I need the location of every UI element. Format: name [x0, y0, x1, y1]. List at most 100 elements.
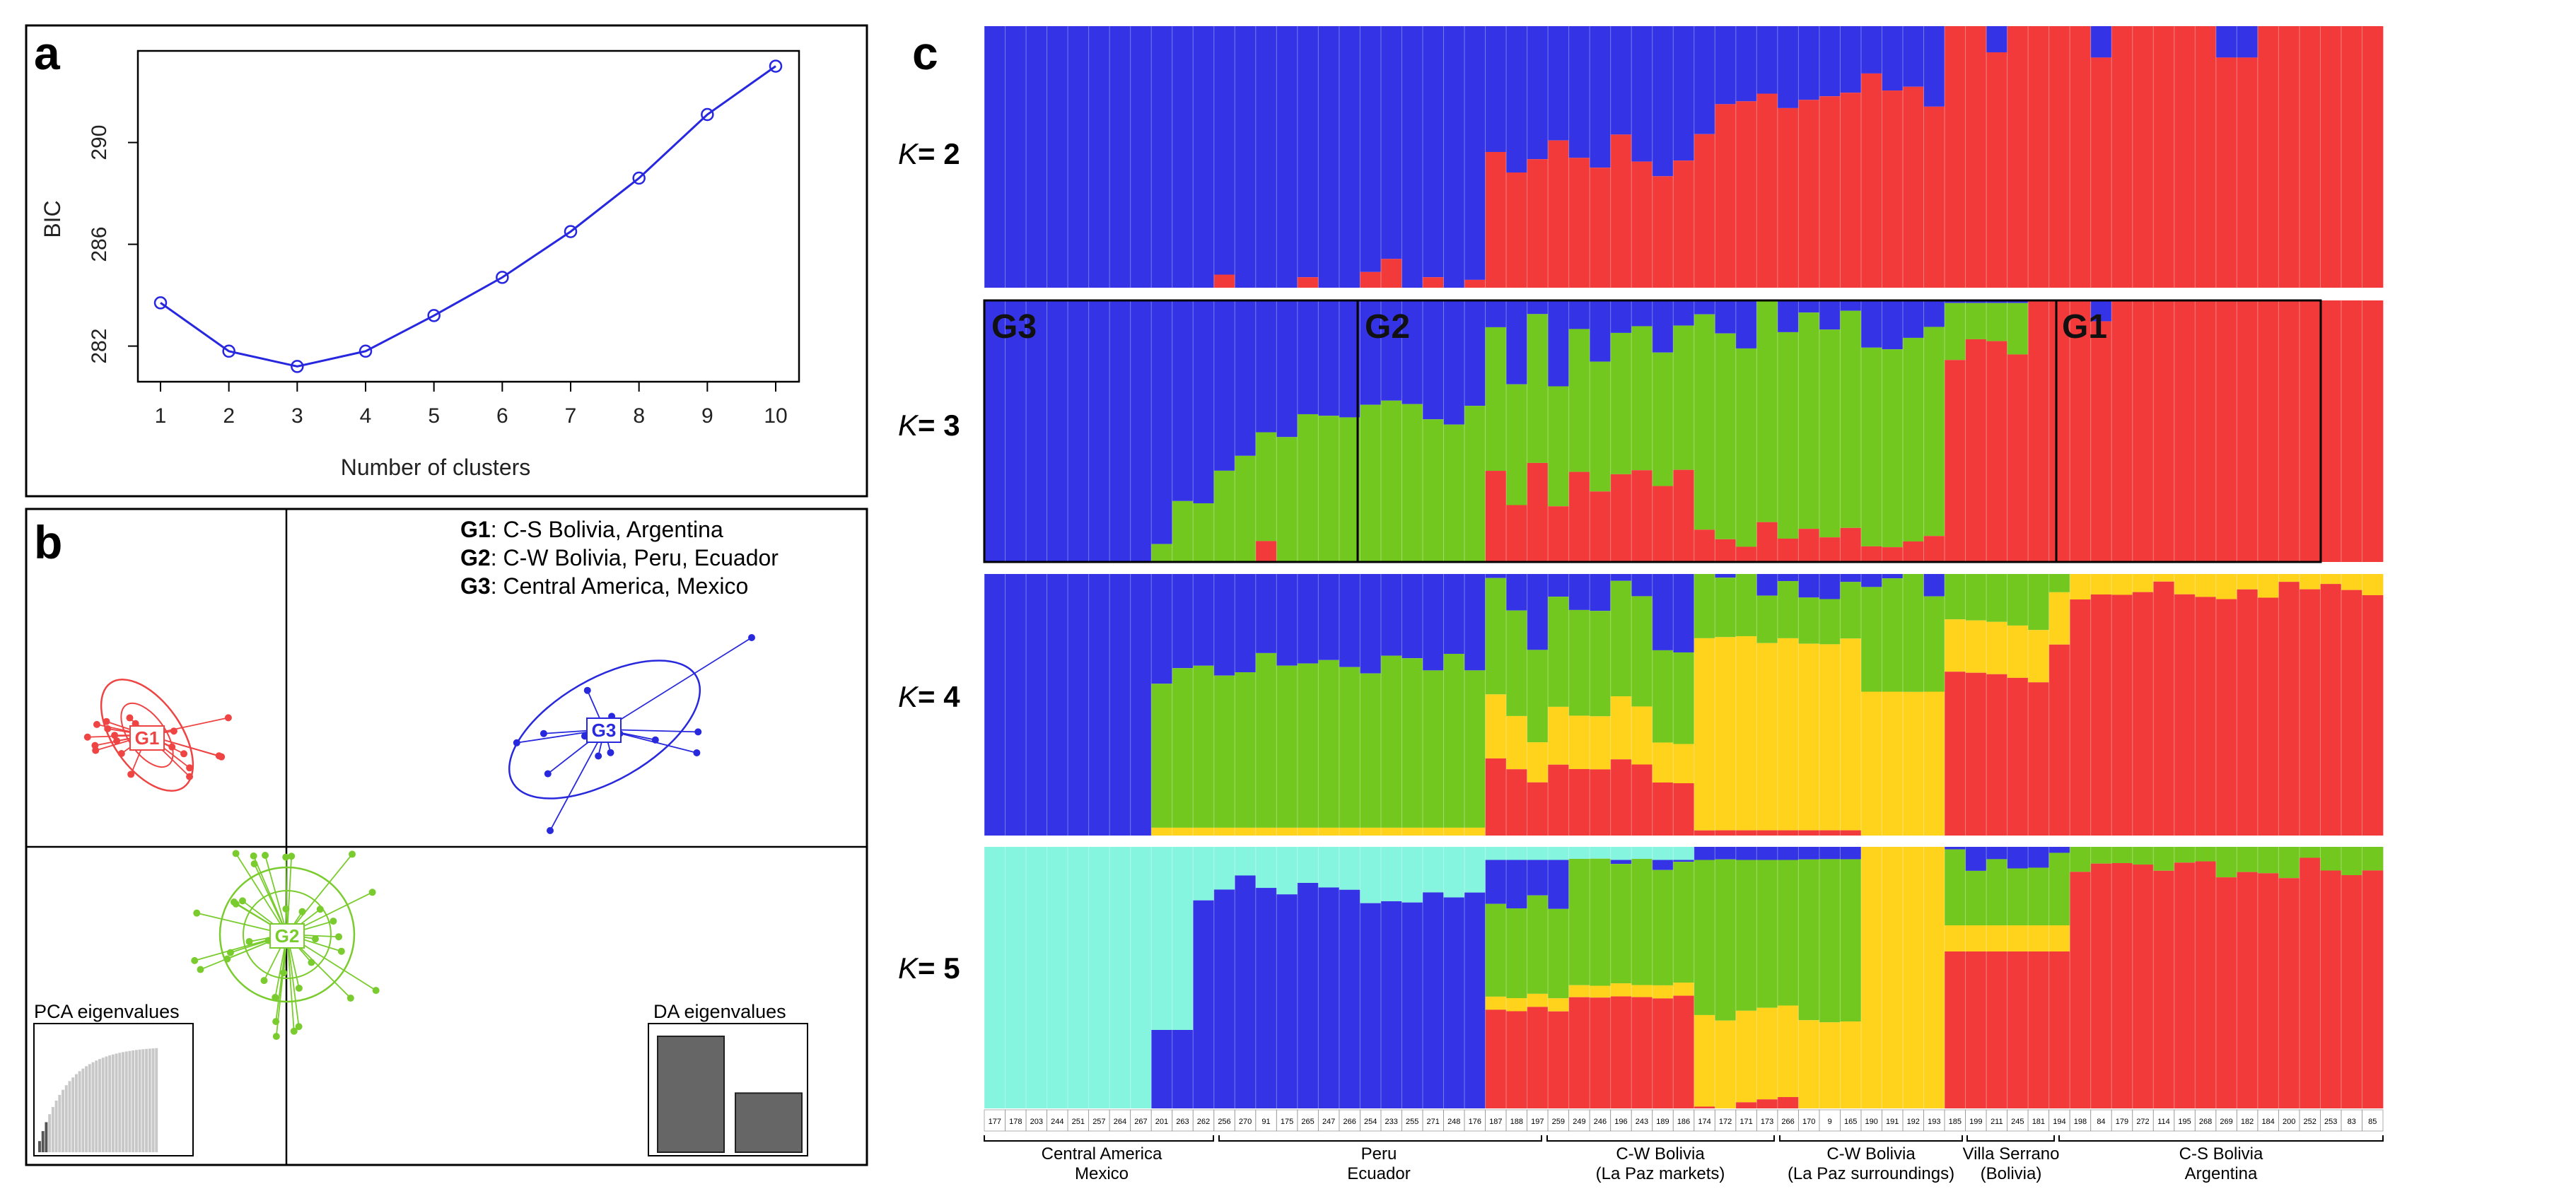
ancestry-segment: [2174, 574, 2196, 594]
ancestry-segment: [1735, 300, 1757, 348]
pca-bar: [38, 1141, 41, 1152]
sample-id: 251: [1072, 1118, 1085, 1126]
ancestry-segment: [2215, 599, 2237, 836]
ancestry-segment: [1819, 26, 1841, 97]
ancestry-segment: [1715, 637, 1737, 831]
ancestry-segment: [2320, 870, 2342, 1108]
bic-ylabel: BIC: [40, 200, 65, 238]
bic-point: [632, 171, 646, 185]
ancestry-segment: [2132, 26, 2154, 288]
sample-id: 179: [2116, 1118, 2128, 1126]
ancestry-segment: [1485, 26, 1507, 152]
ancestry-segment: [1735, 847, 1757, 860]
x-tick-label: 10: [764, 404, 787, 428]
ancestry-segment: [2132, 300, 2154, 562]
ancestry-segment: [2007, 677, 2029, 836]
ancestry-segment: [1318, 887, 1340, 1108]
ancestry-segment: [1694, 314, 1715, 530]
pca-bar: [95, 1060, 98, 1152]
pca-bar: [101, 1058, 105, 1152]
pca-bar: [74, 1074, 78, 1152]
ancestry-segment: [1213, 675, 1235, 828]
ancestry-segment: [1235, 827, 1257, 836]
ancestry-segment: [1590, 858, 1612, 986]
ancestry-segment: [2237, 26, 2259, 58]
ancestry-segment: [2132, 865, 2154, 1108]
sample-point: [290, 1027, 298, 1035]
ancestry-segment: [1923, 26, 1945, 107]
ancestry-segment: [1548, 574, 1570, 597]
ancestry-segment: [1882, 691, 1904, 836]
sample-id: 243: [1636, 1118, 1648, 1126]
ancestry-segment: [1047, 847, 1068, 1108]
ancestry-segment: [2237, 847, 2259, 872]
ancestry-segment: [1777, 26, 1799, 108]
pca-bar: [134, 1050, 138, 1152]
ancestry-segment: [1777, 847, 1799, 860]
ancestry-segment: [1610, 983, 1632, 997]
sample-point: [232, 850, 240, 857]
ancestry-segment: [1360, 827, 1382, 836]
ancestry-segment: [1088, 300, 1110, 562]
sample-point: [372, 987, 380, 995]
ancestry-segment: [2237, 574, 2259, 590]
sample-point: [282, 905, 290, 913]
ancestry-segment: [1109, 847, 1131, 1108]
ancestry-segment: [1506, 300, 1527, 385]
ancestry-segment: [1590, 300, 1612, 362]
sample-point: [83, 733, 91, 741]
ancestry-segment: [2028, 26, 2050, 288]
ancestry-segment: [1339, 889, 1360, 1108]
ancestry-segment: [1047, 574, 1068, 836]
ancestry-segment: [1902, 847, 1924, 1108]
sample-point: [113, 737, 121, 745]
ancestry-segment: [1819, 1022, 1841, 1108]
ancestry-segment: [1590, 611, 1612, 717]
bic-line: [160, 65, 776, 368]
spoke: [549, 729, 605, 831]
ancestry-segment: [1151, 574, 1173, 684]
sample-id: 189: [1656, 1118, 1669, 1126]
ancestry-segment: [2048, 847, 2070, 853]
ancestry-segment: [1422, 847, 1444, 893]
ancestry-segment: [1694, 134, 1715, 288]
ancestry-segment: [2237, 872, 2259, 1108]
ancestry-segment: [1026, 847, 1047, 1108]
pca-bar: [148, 1048, 151, 1152]
x-tick-label: 8: [633, 404, 645, 428]
y-tick-label: 286: [88, 227, 111, 262]
bic-point: [496, 271, 509, 284]
ancestry-segment: [1860, 300, 1882, 348]
ancestry-segment: [1297, 574, 1319, 664]
ancestry-segment: [1068, 26, 1090, 288]
ancestry-segment: [1882, 847, 1904, 1108]
ancestry-segment: [1715, 859, 1737, 1021]
ancestry-segment: [1777, 538, 1799, 562]
ancestry-segment: [2048, 853, 2070, 925]
ancestry-segment: [1255, 541, 1277, 562]
ancestry-segment: [1422, 827, 1444, 836]
ancestry-segment: [1527, 860, 1549, 896]
ancestry-segment: [1631, 997, 1653, 1108]
ancestry-segment: [1527, 314, 1549, 463]
ancestry-segment: [2028, 300, 2050, 562]
sample-id: 181: [2032, 1118, 2045, 1126]
ancestry-segment: [1652, 869, 1674, 985]
ancestry-segment: [1735, 574, 1757, 636]
ancestry-segment: [2341, 300, 2362, 562]
ancestry-segment: [2362, 300, 2384, 562]
structure-row-k5: [984, 847, 2384, 1108]
sample-point: [595, 752, 602, 760]
ancestry-segment: [2215, 877, 2237, 1108]
ancestry-segment: [1610, 332, 1632, 474]
ancestry-segment: [1360, 574, 1382, 674]
panel-c-letter: c: [912, 27, 938, 79]
ancestry-segment: [984, 300, 1006, 562]
sample-point: [694, 728, 702, 736]
pca-bar: [132, 1050, 135, 1152]
sample-id: 249: [1573, 1118, 1585, 1126]
pca-bar: [98, 1059, 101, 1152]
sample-point: [335, 933, 343, 941]
ancestry-segment: [1819, 599, 1841, 645]
ancestry-segment: [1715, 539, 1737, 562]
